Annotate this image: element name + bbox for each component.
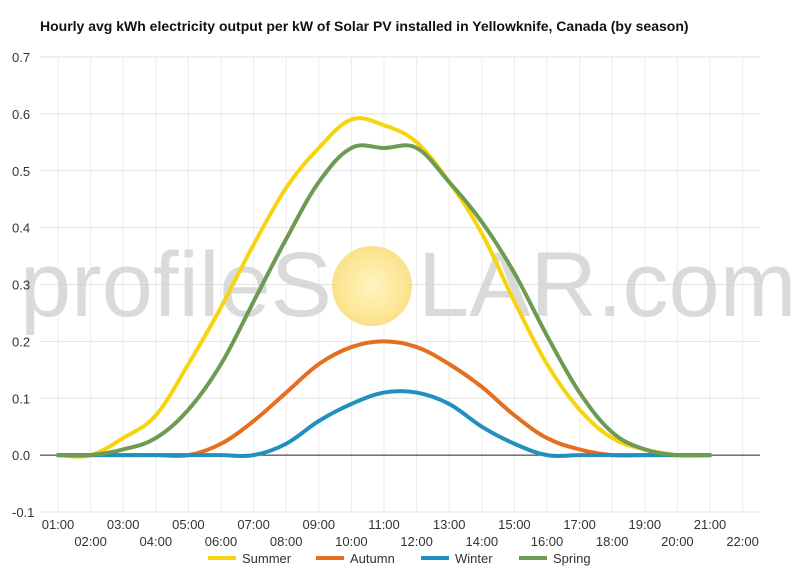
series-line-spring (56, 143, 712, 458)
y-tick-label: 0.5 (12, 164, 30, 179)
watermark-sun-icon (332, 246, 412, 326)
watermark-text-left: profileS (20, 234, 332, 336)
x-tick-label: 03:00 (107, 517, 140, 532)
y-tick-label: 0.1 (12, 391, 30, 406)
x-tick-label: 12:00 (400, 534, 433, 549)
x-tick-label: 22:00 (726, 534, 759, 549)
x-tick-label: 14:00 (466, 534, 499, 549)
x-tick-label: 09:00 (303, 517, 336, 532)
x-tick-label: 01:00 (42, 517, 75, 532)
x-tick-label: 05:00 (172, 517, 205, 532)
y-tick-label: -0.1 (12, 505, 34, 520)
legend-label-winter: Winter (455, 551, 493, 566)
x-tick-label: 18:00 (596, 534, 629, 549)
series-line-winter (56, 389, 712, 459)
axis-layer: -0.1 0.0 0.1 0.2 0.3 0.4 0.5 0.6 0.7 01:00 02:0003… (12, 50, 760, 549)
watermark: profileS LAR.com (20, 234, 796, 336)
x-tick-label: 11:00 (368, 517, 400, 532)
series-line-summer (56, 116, 712, 459)
y-tick-label: 0.4 (12, 221, 30, 236)
y-tick-label: 0.0 (12, 448, 30, 463)
y-tick-label: 0.7 (12, 50, 30, 65)
x-tick-label: 08:00 (270, 534, 303, 549)
y-tick-label: 0.2 (12, 334, 30, 349)
series-layer (56, 116, 712, 459)
x-tick-label: 19:00 (629, 517, 662, 532)
chart-title: Hourly avg kWh electricity output per kW… (40, 18, 689, 34)
legend-label-summer: Summer (242, 551, 292, 566)
x-tick-label: 17:00 (563, 517, 596, 532)
x-tick-label: 10:00 (335, 534, 368, 549)
x-tick-label: 04:00 (140, 534, 173, 549)
x-tick-label: 07:00 (237, 517, 270, 532)
x-tick-label: 20:00 (661, 534, 694, 549)
x-tick-label: 06:00 (205, 534, 238, 549)
x-tick-label: 02:00 (74, 534, 107, 549)
watermark-text-right: LAR.com (418, 234, 796, 336)
y-tick-label: 0.3 (12, 278, 30, 293)
legend: Summer Autumn Winter Spring (208, 551, 591, 566)
x-tick-label: 16:00 (531, 534, 564, 549)
legend-label-spring: Spring (553, 551, 591, 566)
legend-label-autumn: Autumn (350, 551, 395, 566)
x-tick-label: 13:00 (433, 517, 466, 532)
x-tick-label: 15:00 (498, 517, 531, 532)
x-tick-label: 21:00 (694, 517, 727, 532)
y-tick-label: 0.6 (12, 107, 30, 122)
